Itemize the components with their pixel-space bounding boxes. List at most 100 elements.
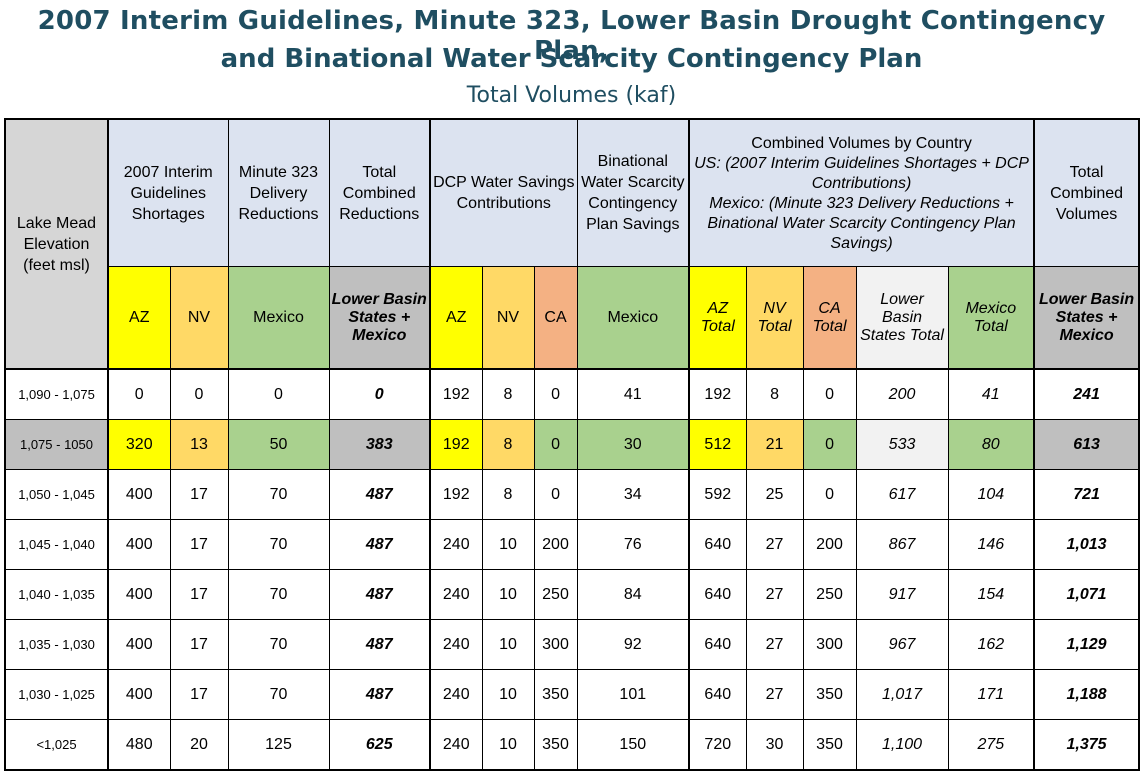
page-subtitle: Total Volumes (kaf) (466, 83, 677, 108)
table-row-highlighted: 1,075 - 1050 320 13 50 383 192 8 0 30 51… (4, 419, 1140, 470)
cell-az-total: 192 (688, 368, 747, 420)
cell-total-reductions: 487 (328, 469, 431, 520)
cell-mexico-total: 171 (947, 669, 1036, 720)
cell-mexico: 70 (227, 569, 330, 620)
cell-az-total: 640 (688, 569, 747, 620)
cell-az: 400 (107, 619, 171, 670)
cell-dcp-nv: 10 (481, 519, 535, 570)
cell-mexico-total: 80 (947, 419, 1036, 470)
page-title-line2: and Binational Water Scarcity Contingenc… (220, 44, 923, 74)
cell-dcp-az: 240 (429, 569, 483, 620)
sub-nv: NV (169, 266, 229, 370)
cell-ca-total: 0 (802, 368, 857, 420)
cell-mexico-total: 146 (947, 519, 1036, 570)
cell-total-reductions: 487 (328, 569, 431, 620)
cell-dcp-az: 240 (429, 519, 483, 570)
header-total-combined-volumes: Total Combined Volumes (1033, 118, 1140, 267)
cell-bin-mexico: 101 (576, 669, 691, 720)
cell-ca-total: 350 (802, 719, 857, 771)
cell-ca-total: 0 (802, 469, 857, 520)
table-row: 1,040 - 1,035 400 17 70 487 240 10 250 8… (4, 569, 1140, 620)
table-row: 1,050 - 1,045 400 17 70 487 192 8 0 34 5… (4, 469, 1140, 520)
cell-nv-total: 8 (745, 368, 804, 420)
cell-nv-total: 21 (745, 419, 804, 470)
cell-nv-total: 25 (745, 469, 804, 520)
cell-az-total: 512 (688, 419, 747, 470)
cell-elevation: 1,075 - 1050 (4, 419, 109, 470)
subheader-row: AZ NV Mexico Lower Basin States + Mexico… (5, 266, 1140, 370)
cell-nv: 17 (169, 519, 229, 570)
cell-total-volumes: 1,013 (1033, 519, 1140, 570)
cell-dcp-ca: 350 (533, 719, 578, 771)
combined-us: US: (2007 Interim Guidelines Shortages +… (694, 154, 1029, 192)
cell-ca-total: 250 (802, 569, 857, 620)
header-combined: Combined Volumes by Country US: (2007 In… (688, 118, 1036, 267)
cell-lbs-total: 1,100 (855, 719, 949, 771)
cell-total-volumes: 1,071 (1033, 569, 1140, 620)
cell-dcp-nv: 10 (481, 569, 535, 620)
cell-total-volumes: 721 (1033, 469, 1140, 520)
table-row: 1,030 - 1,025 400 17 70 487 240 10 350 1… (4, 669, 1140, 720)
header-minute323: Minute 323 Delivery Reductions (227, 118, 330, 267)
cell-ca-total: 350 (802, 669, 857, 720)
header-interim: 2007 Interim Guidelines Shortages (107, 118, 229, 267)
cell-lbs-total: 1,017 (855, 669, 949, 720)
cell-dcp-nv: 8 (481, 469, 535, 520)
cell-mexico: 50 (227, 419, 330, 470)
sub-az: AZ (107, 266, 171, 370)
combined-title: Combined Volumes by Country (751, 134, 972, 152)
cell-elevation: 1,040 - 1,035 (4, 569, 109, 620)
cell-elevation: 1,030 - 1,025 (4, 669, 109, 720)
header-row: Lake Mead Elevation (feet msl) 2007 Inte… (4, 118, 1140, 370)
sub-mexico-total: Mexico Total (947, 266, 1036, 370)
cell-total-volumes: 613 (1033, 419, 1140, 470)
cell-nv-total: 27 (745, 619, 804, 670)
cell-total-volumes: 1,129 (1033, 619, 1140, 670)
cell-az-total: 720 (688, 719, 747, 771)
cell-lbs-total: 200 (855, 368, 949, 420)
cell-dcp-nv: 10 (481, 669, 535, 720)
cell-total-reductions: 487 (328, 669, 431, 720)
cell-bin-mexico: 30 (576, 419, 691, 470)
cell-dcp-nv: 8 (481, 368, 535, 420)
cell-dcp-az: 192 (429, 368, 483, 420)
cell-total-reductions: 487 (328, 519, 431, 570)
cell-dcp-ca: 0 (533, 368, 578, 420)
sub-az-total: AZ Total (688, 266, 747, 370)
cell-elevation: 1,050 - 1,045 (4, 469, 109, 520)
cell-dcp-az: 192 (429, 419, 483, 470)
cell-nv-total: 30 (745, 719, 804, 771)
cell-total-reductions: 383 (328, 419, 431, 470)
cell-mexico: 70 (227, 619, 330, 670)
cell-dcp-az: 240 (429, 719, 483, 771)
cell-dcp-nv: 10 (481, 719, 535, 771)
cell-az-total: 592 (688, 469, 747, 520)
cell-nv: 20 (169, 719, 229, 771)
sub-lbs-total: Lower Basin States Total (855, 266, 949, 370)
cell-az: 400 (107, 469, 171, 520)
table-row: 1,090 - 1,075 0 0 0 0 192 8 0 41 192 8 0… (4, 368, 1140, 420)
cell-mexico: 0 (227, 368, 330, 420)
cell-nv: 17 (169, 669, 229, 720)
cell-dcp-ca: 350 (533, 669, 578, 720)
cell-dcp-ca: 0 (533, 419, 578, 470)
cell-bin-mexico: 41 (576, 368, 691, 420)
table-row: <1,025 480 20 125 625 240 10 350 150 720… (4, 719, 1140, 771)
sub-tcv-lbs-mexico: Lower Basin States + Mexico (1033, 266, 1140, 370)
sub-dcp-az: AZ (429, 266, 483, 370)
cell-mexico-total: 154 (947, 569, 1036, 620)
cell-mexico: 125 (227, 719, 330, 771)
cell-nv: 17 (169, 569, 229, 620)
cell-elevation: <1,025 (4, 719, 109, 771)
header-elevation: Lake Mead Elevation (feet msl) (4, 118, 109, 370)
cell-az: 400 (107, 669, 171, 720)
cell-nv-total: 27 (745, 519, 804, 570)
sub-mexico: Mexico (227, 266, 330, 370)
sub-dcp-nv: NV (481, 266, 535, 370)
cell-nv: 17 (169, 469, 229, 520)
sub-lbs-mexico: Lower Basin States + Mexico (328, 266, 431, 370)
cell-dcp-nv: 10 (481, 619, 535, 670)
cell-mexico-total: 162 (947, 619, 1036, 670)
sub-bin-mexico: Mexico (576, 266, 691, 370)
cell-bin-mexico: 34 (576, 469, 691, 520)
